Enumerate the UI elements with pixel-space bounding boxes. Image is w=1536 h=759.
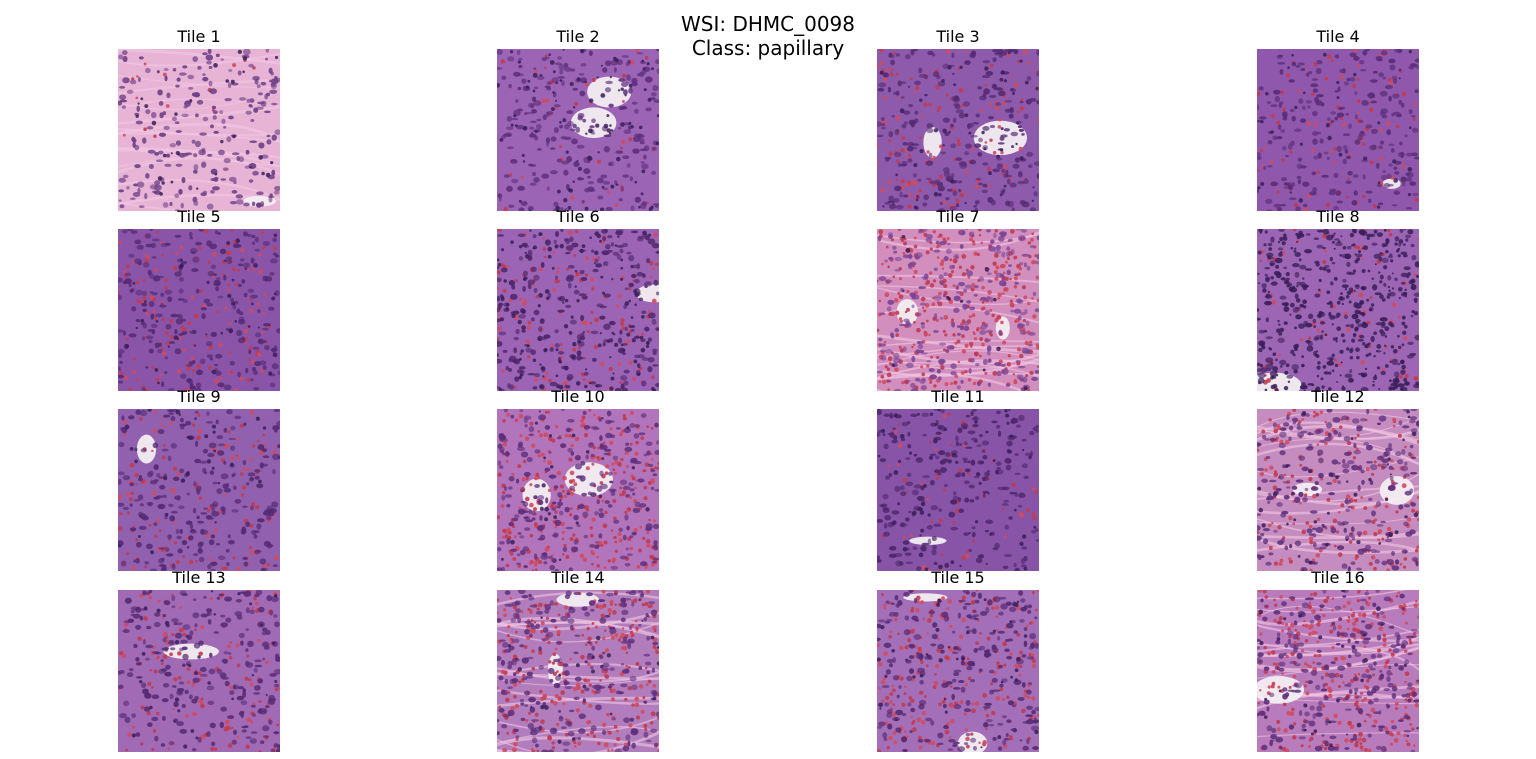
histology-tile-image <box>1257 409 1419 571</box>
tile-title: Tile 16 <box>1311 568 1365 587</box>
histology-tile-image <box>877 590 1039 752</box>
tile-title: Tile 8 <box>1316 207 1360 226</box>
title-class: Class: papillary <box>691 36 845 60</box>
histology-tile-image <box>877 49 1039 211</box>
histology-tile-image <box>118 590 280 752</box>
figure-title: WSI: DHMC_0098 Class: papillary <box>568 12 968 60</box>
tile-title: Tile 5 <box>177 207 221 226</box>
histology-tile-image <box>1257 590 1419 752</box>
tile-title: Tile 10 <box>551 387 605 406</box>
histology-tile-image <box>497 229 659 391</box>
histology-tile-image <box>1257 229 1419 391</box>
tile-title: Tile 1 <box>177 27 221 46</box>
tile-title: Tile 2 <box>556 27 600 46</box>
histology-tile-image <box>877 409 1039 571</box>
histology-tile-image <box>497 409 659 571</box>
title-wsi: WSI: DHMC_0098 <box>680 12 856 36</box>
tile-title: Tile 11 <box>931 387 985 406</box>
tile-title: Tile 3 <box>936 27 980 46</box>
tile-title: Tile 4 <box>1316 27 1360 46</box>
tile-title: Tile 15 <box>931 568 985 587</box>
histology-tile-image <box>1257 49 1419 211</box>
histology-tile-image <box>497 49 659 211</box>
histology-tile-image <box>118 409 280 571</box>
histology-tile-image <box>497 590 659 752</box>
tile-title: Tile 13 <box>172 568 226 587</box>
tile-title: Tile 14 <box>551 568 605 587</box>
histology-tile-image <box>118 49 280 211</box>
tile-title: Tile 12 <box>1311 387 1365 406</box>
histology-tile-image <box>877 229 1039 391</box>
tile-title: Tile 7 <box>936 207 980 226</box>
tile-title: Tile 9 <box>177 387 221 406</box>
histology-tile-image <box>118 229 280 391</box>
tile-title: Tile 6 <box>556 207 600 226</box>
